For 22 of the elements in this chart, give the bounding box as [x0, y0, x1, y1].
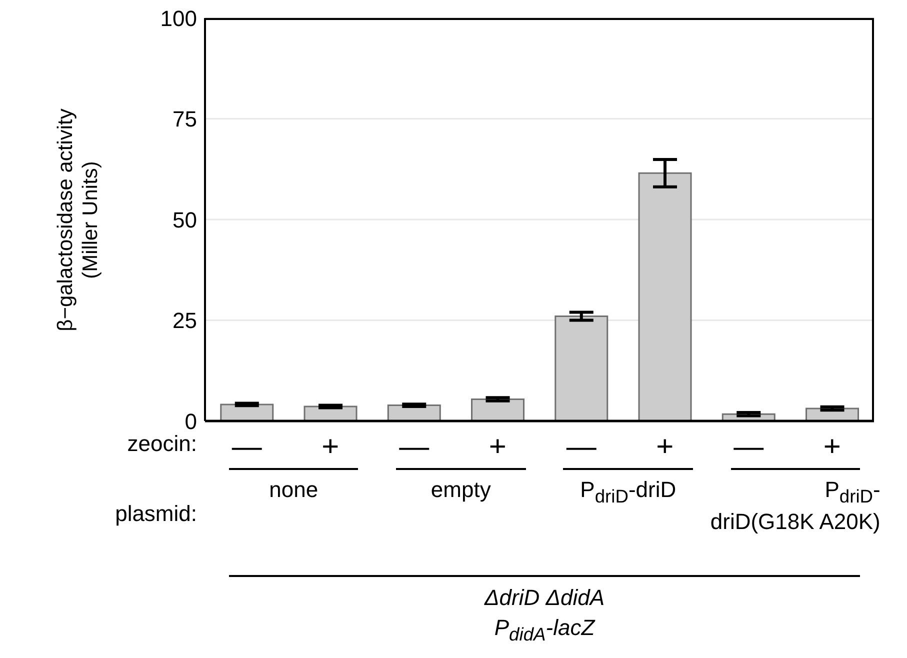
- y-axis-title: β−galactosidase activity (Miller Units): [52, 108, 103, 331]
- text: none: [269, 476, 318, 504]
- y-tick-label: 75: [172, 106, 197, 132]
- x-tick-label: —: [734, 430, 764, 464]
- bar: [220, 404, 274, 421]
- y-tick-label: 0: [184, 408, 197, 434]
- text: zeocin:: [127, 431, 197, 457]
- bar: [554, 315, 608, 421]
- x-tick-label: —: [399, 430, 430, 464]
- bar: [471, 398, 525, 421]
- text: P$_{driD}$-driD: [580, 476, 676, 508]
- text: P$_{driD}$- driD(G18K A20K): [710, 476, 880, 536]
- text: ΔdriD ΔdidA: [484, 585, 605, 611]
- x-tick-label: —: [566, 430, 596, 464]
- text: empty: [430, 476, 491, 504]
- x-tick-label: —: [232, 430, 262, 464]
- y-tick-label: 100: [160, 6, 197, 31]
- text: P$_{didA}$-lacZ: [494, 615, 595, 646]
- y-tick-label: 25: [172, 308, 197, 334]
- bar: [638, 172, 692, 421]
- y-tick-label: 50: [172, 207, 197, 232]
- text: plasmid:: [115, 501, 197, 527]
